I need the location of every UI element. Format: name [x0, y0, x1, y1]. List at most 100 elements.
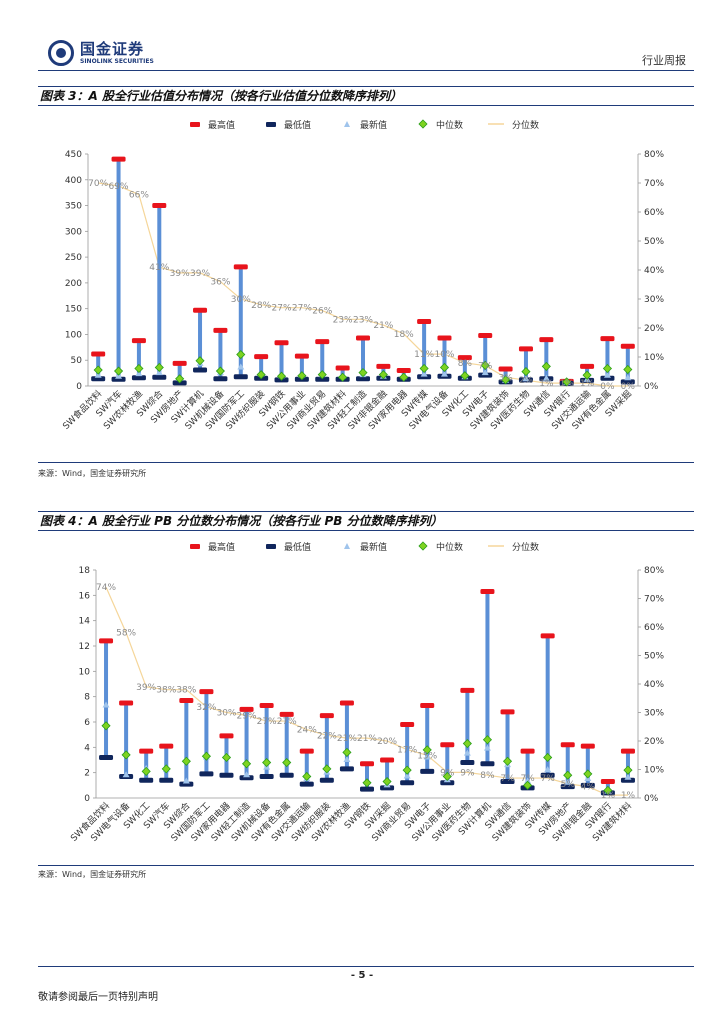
c4-percentile-label: 58% [116, 629, 136, 639]
c4-percentile-label: 8% [480, 771, 495, 781]
c4-median-marker [161, 764, 171, 774]
c4-max-marker [520, 748, 535, 754]
c4-percentile-label: 24% [297, 726, 317, 736]
c4-range-bar [485, 591, 490, 764]
c4-y-right-tick-label: 0% [644, 794, 659, 804]
disclaimer: 敬请参阅最后一页特别声明 [38, 992, 158, 1003]
c4-y-left-tick-label: 14 [79, 617, 91, 627]
c4-median-marker [241, 759, 252, 769]
c3-min-marker [111, 376, 126, 382]
c3-percentile-label: 23% [333, 315, 353, 325]
c3-median-marker [256, 370, 266, 380]
c3-y-left-tick-label: 450 [65, 150, 82, 160]
c3-range-bar [523, 348, 528, 380]
c4-max-marker [400, 722, 415, 728]
c4-range-bar [184, 700, 189, 785]
c4-min-marker [620, 777, 635, 783]
c3-median-marker [623, 364, 633, 375]
figure4-chart: 最高值 最低值 最新值 中位数 分位数 0 2 4 6 8 10 12 14 16 18 0% 10% 20% 30… [68, 541, 665, 844]
c4-max-marker [119, 700, 134, 706]
c3-y-right-tick-label: 10% [644, 353, 664, 363]
c4-range-bar [465, 690, 470, 763]
header-divider [38, 70, 694, 71]
c4-range-bar [344, 703, 349, 769]
c3-min-marker [233, 374, 248, 380]
c3-percentile-label: 39% [190, 269, 210, 279]
c4-median-marker [141, 766, 151, 776]
logo-english-name: SINOLINK SECURITIES [80, 57, 154, 65]
c4-percentile-line [105, 586, 628, 796]
c4-y-left-tick-label: 18 [79, 566, 91, 576]
c4-max-marker [179, 697, 194, 703]
c3-median-marker [175, 374, 185, 384]
figure4-source: 来源：Wind，国金证券研究所 [38, 870, 147, 879]
c3-latest-marker [522, 375, 530, 382]
c4-legend-median-label: 中位数 [436, 541, 463, 553]
c3-range-bar [422, 321, 427, 377]
c3-latest-marker [624, 374, 632, 381]
c3-percentile-line [98, 182, 628, 387]
c4-median-marker [523, 780, 533, 790]
c3-percentile-label: 30% [231, 295, 251, 305]
c4-percentile-label: 29% [237, 711, 257, 721]
c4-percentile-label: 22% [317, 731, 337, 741]
c4-percentile-label: 21% [337, 734, 357, 744]
c4-range-bar [565, 744, 570, 787]
c3-y-left-tick-label: 0 [76, 382, 82, 392]
c4-median-marker [282, 757, 292, 768]
c4-min-marker [540, 772, 555, 778]
c4-median-marker [482, 735, 493, 745]
c4-max-marker [500, 709, 515, 715]
c3-y-right-tick-label: 70% [644, 179, 664, 189]
c3-median-marker [215, 366, 225, 376]
c4-range-bar [244, 709, 249, 778]
c4-range-bar [385, 760, 390, 788]
c4-percentile-label: 38% [156, 686, 176, 696]
c4-percentile-label: 1% [601, 791, 616, 801]
c4-latest-marker [544, 766, 552, 773]
c3-y-right-tick-label: 50% [644, 237, 664, 247]
c4-legend-min-label: 最低值 [284, 541, 311, 553]
c4-percentile-label: 39% [136, 683, 156, 693]
c3-percentile-label: 70% [88, 179, 108, 189]
c3-max-marker [335, 365, 350, 371]
c3-range-bar [177, 363, 182, 383]
c4-median-marker [262, 757, 272, 768]
c4-min-marker [560, 784, 575, 790]
c3-min-marker [193, 367, 208, 373]
c3-max-marker [274, 340, 289, 346]
c3-percentile-label: 26% [312, 307, 332, 317]
c4-min-marker [179, 781, 194, 787]
c3-median-marker [358, 368, 368, 378]
c3-max-marker [294, 353, 309, 359]
c4-percentile-label: 7% [541, 774, 556, 784]
c3-y-right-tick-label: 40% [644, 266, 664, 276]
c3-percentile-label: 28% [251, 301, 271, 311]
c3-median-marker [276, 371, 287, 381]
c3-range-bar [116, 159, 121, 380]
c3-latest-marker [420, 370, 428, 377]
c4-latest-marker [423, 753, 431, 760]
c3-median-marker [501, 375, 511, 385]
c3-median-marker [582, 370, 592, 380]
c3-percentile-label: 0% [621, 382, 636, 392]
c3-y-left-tick-label: 150 [65, 305, 82, 315]
c4-min-marker [219, 772, 234, 778]
c3-y-left-tick-label: 100 [65, 330, 82, 340]
c4-y-left-tick-label: 10 [79, 667, 91, 677]
c4-min-marker [380, 785, 395, 791]
c3-min-marker [315, 376, 330, 382]
c3-percentile-label: 1% [539, 379, 554, 389]
c4-latest-marker [524, 777, 532, 784]
c4-range-bar [164, 746, 169, 781]
c3-max-marker [600, 336, 615, 342]
c4-y-left-tick-label: 2 [84, 769, 90, 779]
c3-min-marker [620, 379, 635, 385]
c3-median-marker [602, 363, 613, 374]
c3-range-bar [136, 340, 141, 378]
c4-latest-marker [564, 778, 572, 785]
c4-latest-marker [624, 773, 632, 780]
c4-y-right-tick-label: 80% [644, 566, 664, 576]
c4-range-bar [104, 640, 109, 758]
c3-percentile-label: 21% [373, 321, 393, 331]
